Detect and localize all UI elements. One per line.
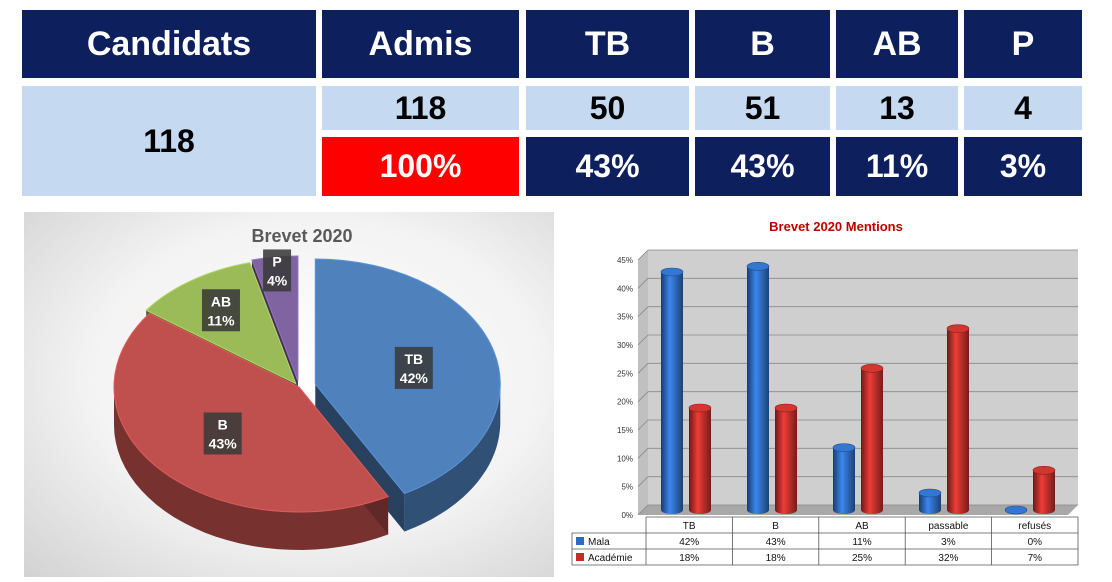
x-category-label: AB: [855, 521, 869, 532]
y-tick-label: 45%: [617, 256, 633, 265]
data-table-value: 18%: [766, 553, 786, 564]
bar-mala-ab: [832, 443, 856, 514]
data-table-value: 3%: [941, 537, 956, 548]
count-b: 51: [695, 86, 830, 130]
legend-swatch-academie: [576, 553, 584, 561]
bar-mala-b: [746, 262, 770, 514]
count-admis: 118: [322, 86, 519, 130]
pie-slice-wall-tb: [404, 384, 501, 532]
legend-swatch-mala: [576, 537, 584, 545]
bar-gridline-side: [637, 391, 649, 402]
bar-gridline-side: [637, 334, 649, 346]
count-p: 4: [964, 86, 1082, 130]
pie-label-p: P 4%: [263, 249, 292, 292]
data-table-value: 11%: [852, 537, 871, 548]
header-p: P: [964, 10, 1082, 78]
header-b: B: [695, 10, 830, 78]
data-table-value: 25%: [852, 553, 872, 564]
data-table-value: 7%: [1028, 553, 1043, 564]
bar-mala-tb: [660, 267, 684, 514]
pie-chart: Brevet 2020 TB 42% B 43% AB 11% P 4%: [113, 226, 501, 550]
y-tick-label: 0%: [621, 511, 633, 520]
count-ab: 13: [836, 86, 958, 130]
bar-acadmie-ab: [860, 364, 884, 514]
y-tick-label: 15%: [617, 426, 633, 435]
pie-label-name: P: [272, 253, 281, 269]
y-tick-label: 25%: [617, 369, 633, 378]
bar-data-table: TB B AB passable refusés Mala 42% 43% 11% 3% 0% Aca…: [571, 516, 1079, 566]
bar-gridline-side: [637, 249, 649, 261]
header-admis: Admis: [322, 10, 519, 78]
header-ab: AB: [836, 10, 958, 78]
pie-label-tb: TB 42%: [394, 346, 433, 389]
legend-label-academie: Académie: [588, 553, 633, 564]
bar-gridline-side: [637, 363, 649, 374]
bar-gridline-side: [637, 448, 649, 459]
percent-tb: 43%: [526, 137, 689, 196]
data-table-value: 43%: [766, 537, 786, 548]
percent-b: 43%: [695, 137, 830, 196]
legend-label-mala: Mala: [588, 537, 610, 548]
y-tick-label: 10%: [617, 454, 633, 463]
bar-acadmie-b: [774, 403, 798, 514]
header-tb: TB: [526, 10, 689, 78]
y-tick-label: 35%: [617, 313, 633, 322]
data-table-value: 18%: [679, 553, 699, 564]
pie-label-value: 42%: [400, 370, 429, 386]
pie-label-value: 11%: [207, 312, 235, 328]
bar-acadmie-passable: [946, 324, 970, 514]
x-category-label: passable: [928, 521, 968, 532]
candidats-value: 118: [22, 86, 316, 196]
pie-title: Brevet 2020: [251, 226, 352, 246]
data-table-value: 32%: [938, 553, 958, 564]
data-table-value: 42%: [679, 537, 699, 548]
pie-chart-panel: Brevet 2020 TB 42% B 43% AB 11% P 4%: [24, 212, 554, 577]
data-table-value: 0%: [1028, 537, 1043, 548]
y-tick-label: 30%: [617, 341, 633, 350]
bar-gridline-side: [637, 504, 649, 516]
bar-side-wall: [638, 250, 648, 515]
x-category-label: refusés: [1018, 521, 1051, 532]
bar-chart-panel: Brevet 2020 Mentions 0% 5% 10% 15% 20% 25% 30% 3…: [566, 212, 1088, 577]
bar-gridline-side: [637, 476, 649, 487]
y-tick-label: 5%: [621, 483, 633, 492]
percent-admis: 100%: [322, 137, 519, 196]
bar-gridline-side: [637, 419, 649, 431]
bar-mala-passable: [918, 488, 942, 514]
percent-ab: 11%: [836, 137, 958, 196]
pie-label-name: B: [218, 416, 228, 432]
y-tick-label: 20%: [617, 398, 633, 407]
pie-label-ab: AB 11%: [201, 289, 240, 332]
x-category-label: TB: [683, 521, 696, 532]
y-tick-label: 40%: [617, 284, 633, 293]
percent-p: 3%: [964, 137, 1082, 196]
count-tb: 50: [526, 86, 689, 130]
bar-acadmie-refuss: [1032, 466, 1056, 514]
bar-mala-refuss: [1004, 505, 1028, 515]
bar-gridline-side: [637, 278, 649, 289]
pie-label-value: 43%: [209, 435, 238, 451]
x-category-label: B: [772, 521, 779, 532]
header-candidats: Candidats: [22, 10, 316, 78]
bar-gridline-side: [637, 306, 649, 317]
pie-label-value: 4%: [267, 272, 288, 288]
bar-title: Brevet 2020 Mentions: [769, 219, 903, 234]
pie-slice-wall-b: [114, 387, 389, 550]
pie-label-b: B 43%: [203, 412, 242, 455]
bar-chart: Brevet 2020 Mentions 0% 5% 10% 15% 20% 25% 30% 3…: [571, 219, 1079, 566]
pie-label-name: AB: [211, 293, 231, 309]
pie-label-name: TB: [404, 351, 423, 367]
pie-slice-b: [113, 312, 389, 513]
bar-acadmie-tb: [688, 403, 712, 514]
